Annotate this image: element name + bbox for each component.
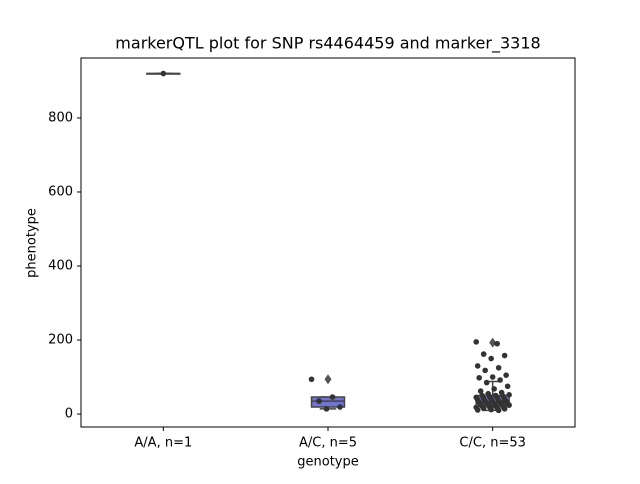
strip-point [489,374,496,380]
strip-point [488,406,494,413]
y-tick-label: 800 [48,110,73,125]
plot-frame [80,57,576,428]
strip-point [483,379,490,386]
strip-point [160,70,167,77]
strip-point [477,388,484,394]
chart-title: markerQTL plot for SNP rs4464459 and mar… [115,34,540,54]
strip-point [495,364,502,371]
x-axis-label: genotype [297,455,358,470]
strip-point [506,392,512,398]
strip-point [480,405,487,412]
strip-point [501,352,508,359]
y-tick-label: 400 [48,259,73,274]
y-tick-label: 0 [65,407,73,422]
strip-point [494,340,500,347]
y-tick-label: 200 [48,333,73,348]
x-tick-label: A/C, n=5 [299,436,357,451]
x-tick-label: A/A, n=1 [134,436,192,451]
outlier [324,374,332,385]
strip-point [501,406,508,412]
strip-point [504,383,511,390]
strip-point [308,376,315,383]
strip-point [473,339,480,345]
strip-point [480,351,487,357]
strip-point [506,402,512,408]
strip-point [482,367,488,374]
outlier [489,337,497,348]
strip-point [474,363,481,369]
strip-point [476,374,482,381]
strip-point [474,407,481,413]
strip-point [329,394,336,400]
strip-point [495,407,502,414]
strip-point [316,398,322,404]
x-tick-label: C/C, n=53 [459,436,525,451]
strip-point [337,404,343,410]
strip-point [491,386,497,392]
strip-point [488,355,494,362]
y-tick-label: 600 [48,184,73,199]
y-axis-label: phenotype [25,208,40,278]
strip-point [497,377,503,383]
strip-point [503,372,509,378]
strip-point [323,406,330,412]
